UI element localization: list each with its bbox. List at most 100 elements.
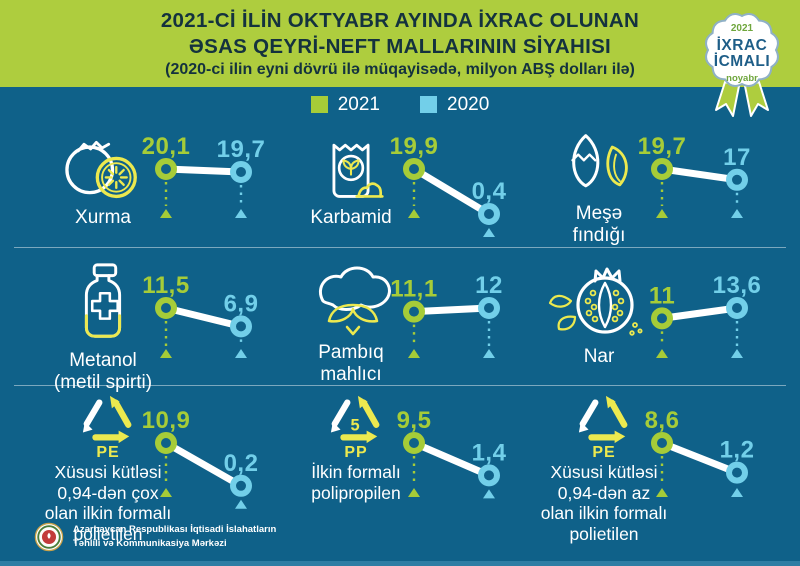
- legend-item-2020: 2020: [420, 94, 489, 116]
- dot-2020: [478, 297, 500, 319]
- export-review-badge: 2021 İXRAC İCMALI noyabr: [692, 4, 792, 120]
- value-2021: 11,5: [142, 272, 189, 299]
- slope-chart-polietilen-cox: 10,9 0,2: [142, 407, 258, 509]
- connector-line: [162, 165, 245, 176]
- methanol-bottle-icon: [84, 263, 122, 338]
- legend-label-2021: 2021: [337, 93, 380, 115]
- recycle-pe-icon: [82, 395, 132, 444]
- item-polietilen-cox: PE Xüsusi kütləsi 0,94-dən çox olan ilki…: [28, 385, 276, 544]
- title-subtitle: (2020-ci ilin eyni dövrü ilə müqayisədə,…: [165, 60, 635, 78]
- connector-line: [162, 439, 245, 490]
- baseline-triangle: [731, 349, 743, 358]
- dot-2020: [726, 297, 748, 319]
- item-label: Pambıq mahlıcı: [318, 342, 384, 386]
- baseline-triangle: [656, 209, 668, 218]
- seal-scallop-icon: [705, 13, 779, 87]
- bottom-strip: [0, 561, 800, 566]
- ribbon-right-icon: [744, 81, 769, 117]
- value-2020: 12: [475, 272, 503, 299]
- value-2020: 17: [723, 144, 751, 171]
- slope-chart-polietilen-az: 8,6 1,2: [645, 407, 754, 497]
- title-line-1: 2021-Cİ İLİN OKTYABR AYINDA İXRAC OLUNAN: [160, 8, 640, 32]
- item-mese-findigi: Meşə fındığı 19,7 17: [524, 122, 772, 247]
- connector-line: [162, 304, 245, 330]
- footer: Azərbaycan Respublikası İqtisadi İslahat…: [34, 522, 276, 552]
- persimmon-icon: [65, 140, 137, 199]
- organization-name: Azərbaycan Respublikası İqtisadi İslahat…: [73, 524, 277, 549]
- slope-chart-mese-findigi: 19,7 17: [638, 133, 751, 218]
- resin-code-label: PP: [344, 444, 368, 461]
- item-label: Karbamid: [310, 207, 392, 228]
- grid-row-3: PE Xüsusi kütləsi 0,94-dən çox olan ilki…: [0, 385, 800, 544]
- slope-chart-polipropilen: 9,5 1,4: [397, 407, 506, 499]
- dot-2020: [230, 161, 252, 183]
- dot-2021: [403, 432, 425, 454]
- baseline-triangle: [483, 349, 495, 358]
- baseline-triangle: [160, 349, 172, 358]
- value-2021: 19,9: [390, 133, 439, 160]
- connector-line: [658, 439, 741, 477]
- dot-2021: [155, 432, 177, 454]
- seal-icon: 2021 İXRAC İCMALI noyabr: [705, 13, 779, 117]
- badge-line-2: İCMALI: [714, 53, 770, 70]
- grid-row-2: Metanol (metil spirti) 11,5 6,9 Pambıq ma…: [0, 247, 800, 393]
- value-2020: 19,7: [217, 136, 266, 163]
- value-2021: 8,6: [645, 407, 680, 434]
- item-label: Nar: [583, 346, 615, 367]
- item-xurma: Xurma 20,1 19,7: [28, 122, 276, 247]
- baseline-triangle: [483, 228, 495, 237]
- dot-2020: [230, 474, 252, 497]
- value-2021: 19,7: [638, 133, 687, 160]
- baseline-triangle: [160, 209, 172, 218]
- value-2021: 20,1: [142, 133, 191, 160]
- item-metanol: Metanol (metil spirti) 11,5 6,9: [28, 247, 276, 393]
- slope-chart-metanol: 11,5 6,9: [142, 272, 258, 358]
- legend: 2021 2020: [0, 87, 800, 122]
- hazelnut-icon: [571, 134, 628, 188]
- dot-2020: [726, 168, 748, 191]
- item-label: Meşə fındığı: [572, 203, 626, 247]
- urea-bag-icon: [332, 143, 384, 198]
- baseline-triangle: [731, 488, 743, 497]
- baseline-triangle: [731, 209, 743, 218]
- slope-chart-karbamid: 19,9 0,4: [390, 133, 507, 237]
- baseline-triangle: [408, 209, 420, 218]
- dot-2020: [726, 461, 748, 484]
- baseline-triangle: [235, 499, 247, 509]
- dot-2020: [478, 203, 500, 225]
- item-label: Metanol (metil spirti): [53, 350, 153, 394]
- item-polietilen-az: PE Xüsusi kütləsi 0,94-dən az olan ilkin…: [524, 385, 772, 544]
- baseline-triangle: [483, 489, 495, 499]
- connector-line: [410, 439, 493, 479]
- item-label: Xüsusi kütləsi 0,94-dən çox olan ilkin f…: [44, 462, 172, 544]
- badge-year: 2021: [731, 23, 754, 34]
- slope-chart-nar: 11 13,6: [649, 272, 762, 358]
- recycle-pe-icon: [578, 395, 628, 444]
- value-2020: 13,6: [713, 272, 762, 299]
- connector-line: [658, 165, 741, 184]
- baseline-triangle: [235, 209, 247, 218]
- badge-month: noyabr: [726, 73, 758, 84]
- resin-code-label: PE: [96, 444, 120, 461]
- baseline-triangle: [408, 349, 420, 358]
- resin-code-label: PE: [592, 444, 616, 461]
- legend-swatch-2021: [310, 96, 328, 113]
- badge-line-1: İXRAC: [717, 37, 768, 54]
- ribbon-left-icon: [715, 81, 740, 117]
- connector-line: [658, 304, 741, 322]
- pomegranate-icon: [548, 267, 643, 336]
- value-2020: 0,4: [472, 178, 507, 205]
- slope-chart-pambiq: 11,1 12: [390, 272, 503, 358]
- cotton-icon: [318, 266, 391, 336]
- item-label: Xurma: [75, 207, 131, 228]
- baseline-triangle: [656, 349, 668, 358]
- baseline-triangle: [235, 349, 247, 358]
- item-label: İlkin formalı polipropilen: [311, 462, 401, 503]
- item-polipropilen: 5 PP İlkin formalı polipropilen 9,5 1,4: [276, 385, 524, 525]
- items-grid: Xurma 20,1 19,7 Karbamid 19,9 0,4: [0, 122, 800, 544]
- baseline-triangle: [408, 488, 420, 497]
- baseline-triangle: [160, 488, 172, 497]
- dot-2021: [651, 307, 673, 330]
- item-karbamid: Karbamid 19,9 0,4: [276, 122, 524, 247]
- item-pambiq-mahlici: Pambıq mahlıcı 11,1 12: [276, 247, 524, 385]
